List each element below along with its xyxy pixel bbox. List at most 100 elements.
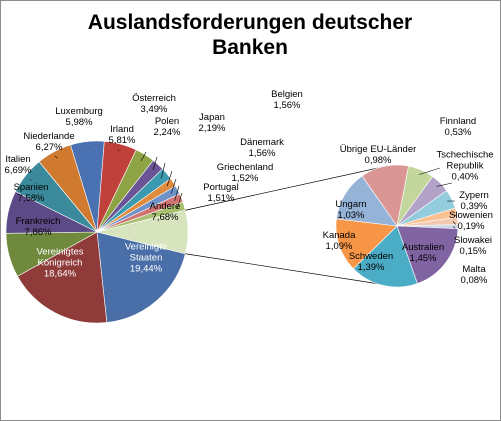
value-label: 2,19% <box>198 123 226 134</box>
value-label: 1,56% <box>248 148 276 159</box>
category-label: Italien <box>5 154 31 165</box>
data-label: Slowenien 0,19% <box>446 210 496 232</box>
value-label: 19,44% <box>129 263 163 275</box>
pie-slice <box>335 218 398 270</box>
value-label: 0,98% <box>364 155 392 166</box>
leader-line <box>166 170 173 187</box>
value-label: 0,08% <box>460 275 488 286</box>
data-label: Japan 2,19% <box>192 112 232 134</box>
data-label: Vereinigte Staaten 19,44% <box>116 242 176 275</box>
category-label: Australien <box>401 242 445 253</box>
pie-slice <box>17 231 108 324</box>
category-label: Schweden <box>348 251 394 262</box>
data-label: Italien 6,69% <box>0 154 38 176</box>
leader-line <box>174 185 180 201</box>
data-label: Vereinigtes Königreich 18,64% <box>25 247 95 280</box>
category-label: Slowenien <box>449 210 493 221</box>
category-label: Irland <box>110 124 134 135</box>
category-label: Ungarn <box>335 199 367 210</box>
data-label: Zypern 0,39% <box>454 190 494 212</box>
value-label: 18,64% <box>43 268 77 280</box>
value-label: 7,68% <box>151 212 179 223</box>
value-label: 3,49% <box>140 104 168 115</box>
category-label: Vereinigtes Königreich <box>36 246 84 269</box>
value-label: 1,09% <box>325 241 353 252</box>
leader-line <box>117 149 120 152</box>
data-label: Belgien 1,56% <box>267 89 307 111</box>
value-label: 1,45% <box>409 253 437 264</box>
category-label: Österreich <box>132 93 176 104</box>
data-label: Kanada 1,09% <box>314 230 364 252</box>
data-label: Australien 1,45% <box>393 242 453 264</box>
leader-line <box>419 167 441 175</box>
value-label: 0,40% <box>451 171 479 183</box>
data-label: Finnland 0,53% <box>433 116 483 138</box>
value-label: 0,19% <box>457 221 485 232</box>
data-label: Spanien 7,58% <box>6 182 56 204</box>
category-label: Frankreich <box>15 216 61 227</box>
category-label: Finnland <box>439 116 477 127</box>
value-label: 5,98% <box>65 117 93 128</box>
category-label: Malta <box>462 264 486 275</box>
category-label: Übrige EU-Länder <box>339 144 417 155</box>
data-label: Slowakei 0,15% <box>448 235 498 257</box>
data-label: Irland 5,81% <box>102 124 142 146</box>
value-label: 1,52% <box>231 173 259 184</box>
chart-title: Auslandsforderungen deutscher Banken <box>87 11 413 59</box>
leader-line <box>170 178 177 194</box>
value-label: 1,39% <box>357 262 385 273</box>
connector-line <box>185 165 388 211</box>
value-label: 6,69% <box>4 165 32 176</box>
data-label: Übrige EU-Länder 0,98% <box>333 144 423 166</box>
pie-slice <box>352 225 418 288</box>
category-label: Griechenland <box>216 162 274 173</box>
value-label: 1,56% <box>273 100 301 111</box>
data-label: Frankreich 7,86% <box>13 216 63 238</box>
connector-line <box>185 253 400 288</box>
leader-line <box>452 221 457 226</box>
value-label: 7,58% <box>17 193 45 204</box>
category-label: Niederlande <box>23 131 75 142</box>
data-label: Luxemburg 5,98% <box>54 106 104 128</box>
leader-line <box>152 156 158 170</box>
data-label: Malta 0,08% <box>454 264 494 286</box>
pie-slice <box>396 225 459 284</box>
pie-slice <box>96 231 186 323</box>
data-label: Niederlande 6,27% <box>19 131 79 153</box>
category-label: Vereinigte Staaten <box>124 241 168 264</box>
data-label: Dänemark 1,56% <box>237 137 287 159</box>
leader-line <box>436 182 453 187</box>
leader-line <box>140 151 147 162</box>
category-label: Spanien <box>13 182 49 193</box>
category-label: Zypern <box>459 190 489 201</box>
data-label: Griechenland 1,52% <box>210 162 280 184</box>
category-label: Japan <box>199 112 225 123</box>
pie-slice <box>336 175 398 227</box>
leader-line <box>54 155 58 159</box>
leader-line <box>451 213 457 217</box>
value-label: 0,39% <box>460 201 488 212</box>
data-label: Schweden 1,39% <box>341 251 401 273</box>
value-label: 1,51% <box>207 193 235 204</box>
leader-line <box>176 192 183 209</box>
category-label: Portugal <box>203 182 239 193</box>
data-label: Österreich 3,49% <box>129 93 179 115</box>
data-label: Ungarn 1,03% <box>326 199 376 221</box>
value-label: 5,81% <box>108 135 136 146</box>
category-label: Slowakei <box>453 235 493 246</box>
value-label: 6,27% <box>35 142 63 153</box>
value-label: 2,24% <box>153 127 181 138</box>
data-label: Polen 2,24% <box>147 116 187 138</box>
leader-line <box>160 162 166 179</box>
category-label: Dänemark <box>240 137 284 148</box>
value-label: 1,03% <box>337 210 365 221</box>
value-label: 7,86% <box>24 227 52 238</box>
data-label: Andere 7,68% <box>145 201 185 223</box>
data-label: Tschechische Republik 0,40% <box>430 150 500 183</box>
category-label: Belgien <box>271 89 303 100</box>
data-label: Portugal 1,51% <box>196 182 246 204</box>
value-label: 0,53% <box>444 127 472 138</box>
value-label: 0,15% <box>459 246 487 257</box>
